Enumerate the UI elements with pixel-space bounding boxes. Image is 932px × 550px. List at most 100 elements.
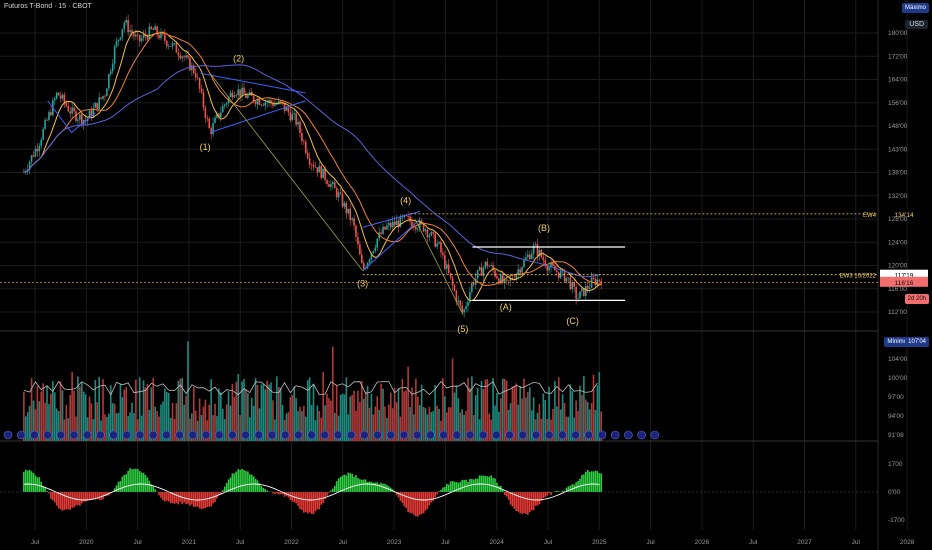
volume-bar — [111, 403, 114, 441]
candle-body — [96, 103, 99, 110]
candle-body — [517, 269, 520, 274]
candle-body — [565, 277, 568, 282]
candle-body — [457, 300, 460, 302]
oscillator-bar — [247, 471, 249, 492]
volume-bar — [241, 381, 243, 441]
candle-body — [469, 291, 471, 302]
oscillator-signal — [23, 483, 600, 501]
volume-bar — [71, 372, 73, 441]
candle-body — [194, 73, 197, 78]
dividend-marker — [584, 430, 594, 440]
volume-bar — [482, 389, 485, 441]
volume-bar — [109, 385, 112, 441]
candle-body — [258, 99, 261, 105]
volume-bar — [173, 419, 176, 441]
volume-bar — [581, 395, 583, 441]
volume-bar — [189, 418, 191, 441]
oscillator-bar — [596, 471, 599, 492]
volume-bar — [277, 387, 280, 441]
oscillator-bar — [565, 487, 568, 492]
oscillator-bar — [204, 492, 207, 509]
oscillator-bar — [208, 492, 211, 507]
candle-body — [262, 104, 265, 106]
volume-bar — [65, 404, 68, 441]
oscillator-bar — [314, 492, 317, 512]
candle-body — [69, 111, 72, 114]
oscillator-bar — [395, 492, 398, 495]
volume-bar — [559, 409, 562, 441]
candle-body — [154, 26, 156, 30]
volume-bar — [420, 384, 423, 441]
dividend-marker — [465, 430, 475, 440]
candle-body — [328, 183, 330, 187]
candle-body — [424, 229, 427, 232]
oscillator-bar — [569, 485, 572, 492]
dividend-marker — [175, 430, 184, 440]
oscillator-bar — [532, 492, 535, 511]
oscillator-bar — [69, 492, 72, 510]
volume-bar — [169, 417, 172, 441]
oscillator-bar — [233, 473, 236, 492]
volume-bar — [59, 381, 62, 441]
oscillator-bar — [113, 488, 116, 492]
volume-bar — [96, 402, 99, 441]
candle-body — [247, 95, 249, 98]
time-tick: Jul — [749, 539, 758, 546]
candle-body — [434, 233, 436, 247]
volume-bar — [146, 383, 149, 441]
oscillator-bar — [472, 479, 475, 492]
oscillator-bar — [588, 471, 591, 492]
price-tick: 124'00 — [888, 239, 908, 246]
candle-body — [586, 285, 589, 289]
candle-body — [337, 192, 340, 198]
volume-bar — [233, 397, 236, 441]
oscillator-bar — [142, 472, 145, 492]
last-price-tag: 117'19 — [895, 273, 914, 280]
candle-body — [140, 38, 143, 42]
oscillator-bar — [418, 492, 421, 515]
candle-body — [471, 282, 473, 292]
candle-body — [496, 276, 498, 279]
currency-label[interactable]: USD — [905, 20, 928, 29]
volume-bar — [540, 418, 543, 441]
candle-body — [102, 95, 104, 99]
volume-bar — [274, 419, 276, 441]
volume-bar — [40, 391, 43, 441]
candle-body — [563, 269, 566, 282]
oscillator-bar — [71, 492, 73, 508]
oscillator-bar — [544, 492, 547, 498]
candle-body — [231, 92, 234, 98]
candle-body — [567, 277, 570, 279]
volume-bar — [258, 408, 261, 441]
candle-body — [239, 89, 241, 97]
volume-bar — [399, 416, 402, 441]
oscillator-bar — [598, 473, 601, 492]
oscillator-bar — [48, 492, 50, 494]
volume-bar — [444, 396, 446, 441]
dividend-marker — [201, 430, 211, 440]
volume-bar — [364, 391, 367, 441]
volume-bar — [355, 410, 357, 441]
oscillator-bar — [92, 492, 95, 500]
candle-body — [515, 273, 518, 280]
candle-body — [476, 270, 479, 279]
oscillator-bar — [260, 486, 263, 492]
oscillator-bar — [590, 471, 593, 492]
volume-bar — [389, 392, 392, 441]
volume-bar — [42, 383, 44, 441]
oscillator-bar — [328, 492, 330, 493]
candle-body — [480, 267, 483, 276]
candle-body — [63, 94, 66, 103]
candle-body — [183, 56, 185, 58]
dividend-marker — [399, 430, 409, 440]
price-tick: 143'00 — [888, 146, 908, 153]
candle-body — [333, 182, 336, 189]
candle-body — [79, 114, 81, 120]
oscillator-bar — [380, 482, 382, 492]
candle-body — [256, 99, 259, 105]
candle-body — [198, 78, 201, 89]
oscillator-bar — [227, 479, 230, 492]
volume-bar — [53, 392, 56, 441]
oscillator-bar — [131, 469, 133, 492]
